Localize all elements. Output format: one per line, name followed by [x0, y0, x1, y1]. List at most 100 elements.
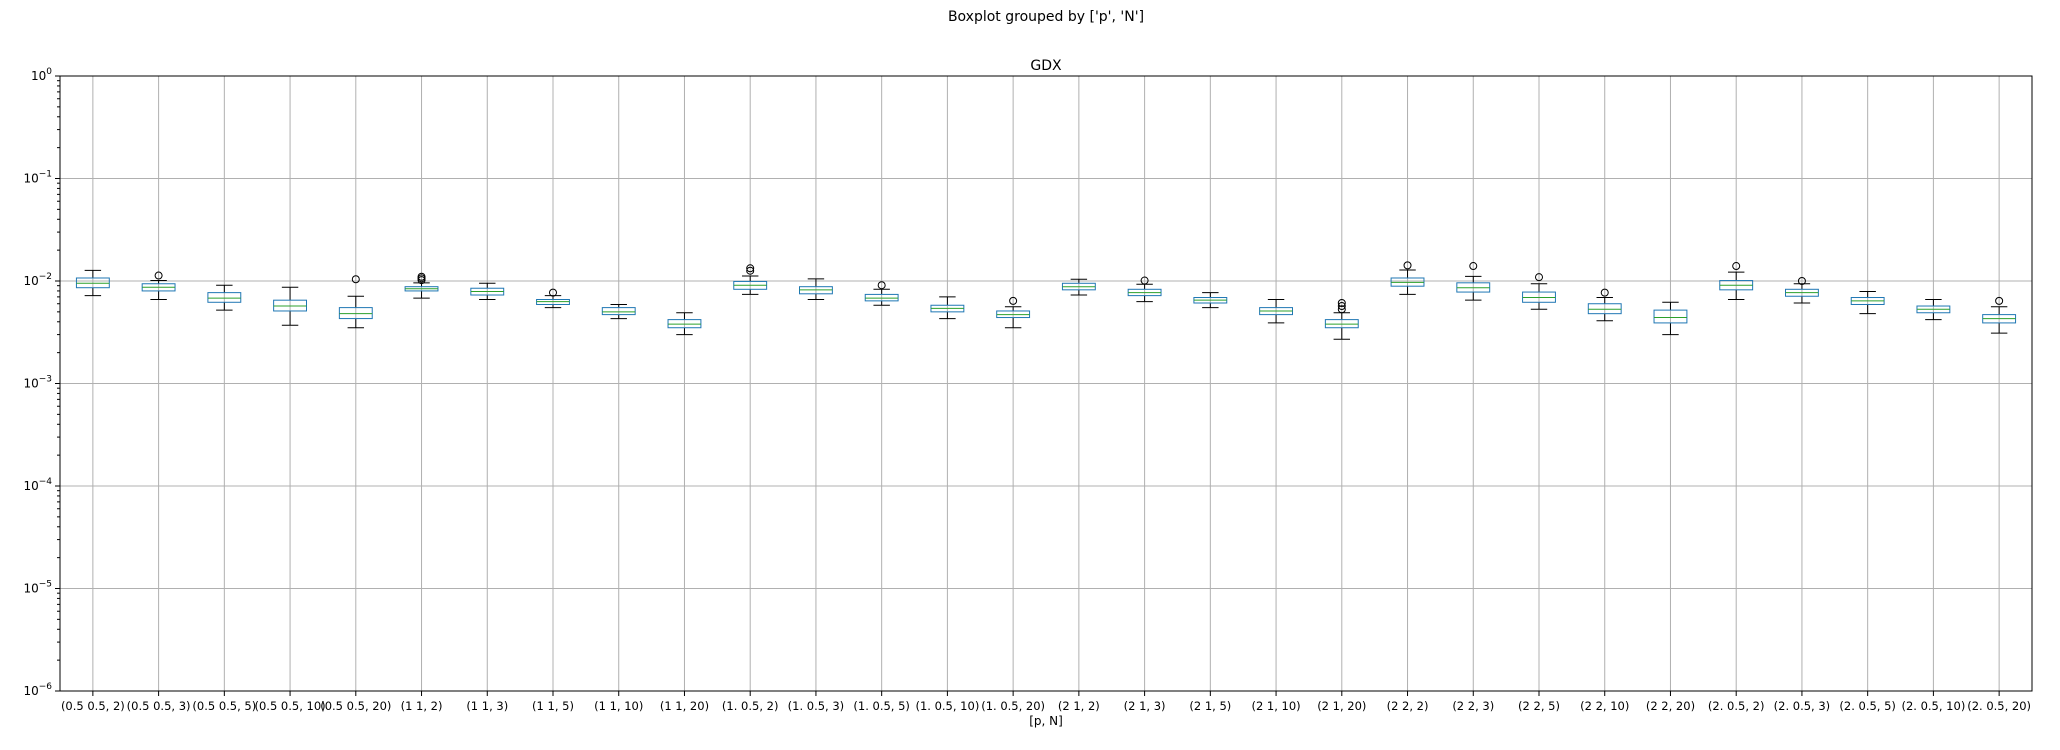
x-tick-label: (1. 0.5, 3) — [788, 699, 845, 713]
box-group — [404, 272, 439, 299]
box-group — [1324, 299, 1359, 340]
flier-point — [417, 272, 426, 281]
box-iqr — [601, 307, 636, 316]
x-tick-label: (0.5 0.5, 10) — [254, 699, 325, 713]
box-group — [1587, 288, 1622, 322]
box-group — [1916, 298, 1951, 321]
x-tick-label: (0.5 0.5, 20) — [320, 699, 391, 713]
box-group — [1850, 290, 1885, 315]
x-tick-label: (1. 0.5, 2) — [722, 699, 779, 713]
x-tick-label: (2. 0.5, 2) — [1708, 699, 1765, 713]
flier-point — [1337, 302, 1346, 311]
y-tick-label: 10−6 — [23, 682, 52, 698]
x-tick-label: (1 1, 2) — [401, 699, 443, 713]
y-axis-ticks: 100 10−1 10−2 10−3 10−4 10−5 10−6 — [23, 67, 60, 698]
flier-point — [1009, 296, 1018, 305]
box-group — [667, 312, 702, 336]
x-tick-label: (1. 0.5, 20) — [981, 699, 1045, 713]
flier-point — [154, 271, 163, 280]
box-group — [338, 275, 373, 329]
x-tick-label: (1. 0.5, 10) — [915, 699, 979, 713]
flier-point — [549, 288, 557, 297]
x-tick-label: (0.5 0.5, 2) — [61, 699, 125, 713]
box-group — [1982, 296, 2017, 334]
box-iqr — [338, 307, 373, 320]
x-tick-label: (1 1, 20) — [660, 699, 709, 713]
x-axis-ticks: (0.5 0.5, 2) (0.5 0.5, 3) (0.5 0.5, 5)(0.5… — [61, 691, 2031, 713]
x-tick-label: (2 2, 3) — [1452, 699, 1494, 713]
box-iqr — [864, 293, 899, 302]
box-group — [733, 264, 768, 295]
x-tick-label: (2. 0.5, 20) — [1967, 699, 2031, 713]
box-group — [601, 303, 636, 320]
y-tick-label: 100 — [31, 67, 52, 83]
flier-point — [1600, 288, 1609, 297]
box-group — [1390, 261, 1425, 295]
box-group — [1653, 301, 1688, 336]
y-tick-label: 10−2 — [23, 272, 52, 288]
box-group — [273, 286, 307, 326]
box-group — [1061, 278, 1096, 296]
box-group — [1785, 277, 1819, 304]
x-tick-label: (2. 0.5, 10) — [1901, 699, 1965, 713]
x-tick-label: (0.5 0.5, 5) — [192, 699, 256, 713]
box-group — [996, 296, 1031, 329]
flier-point — [1403, 261, 1412, 270]
box-group — [75, 269, 110, 297]
x-tick-label: (0.5 0.5, 3) — [127, 699, 191, 713]
x-tick-label: (1 1, 3) — [466, 699, 508, 713]
box-group — [864, 281, 899, 306]
box-group — [1456, 262, 1491, 301]
x-axis-label: [p, N] — [1029, 714, 1063, 728]
flier-point — [1732, 262, 1741, 271]
box-group — [1719, 262, 1754, 300]
y-tick-label: 10−4 — [23, 477, 52, 493]
flier-point — [1469, 262, 1478, 271]
axes-title: GDX — [1030, 58, 1062, 74]
x-tick-label: (2 2, 5) — [1518, 699, 1560, 713]
box-iqr — [207, 292, 242, 303]
box-group — [1193, 292, 1228, 309]
x-tick-label: (1 1, 5) — [532, 699, 574, 713]
flier-point — [877, 281, 886, 290]
grid-lines — [60, 75, 2032, 692]
box-group — [141, 271, 176, 300]
y-tick-label: 10−5 — [23, 580, 52, 596]
box-group — [1522, 273, 1556, 310]
x-tick-label: (2 1, 2) — [1058, 699, 1100, 713]
box-group — [536, 288, 570, 309]
flier-point — [746, 266, 755, 275]
box-group — [1127, 276, 1162, 303]
x-tick-label: (2 2, 20) — [1646, 699, 1695, 713]
boxes-layer — [75, 261, 2017, 340]
figure-suptitle: Boxplot grouped by ['p', 'N'] — [948, 9, 1144, 25]
flier-point — [1337, 299, 1346, 308]
x-tick-label: (1 1, 10) — [594, 699, 643, 713]
x-tick-label: (2 1, 3) — [1124, 699, 1166, 713]
y-tick-label: 10−1 — [23, 170, 52, 186]
flier-point — [1535, 273, 1543, 282]
y-tick-label: 10−3 — [23, 375, 52, 391]
x-tick-label: (2 1, 5) — [1189, 699, 1231, 713]
x-tick-label: (1. 0.5, 5) — [853, 699, 910, 713]
box-iqr — [1653, 309, 1688, 324]
x-tick-label: (2 1, 20) — [1317, 699, 1366, 713]
x-tick-label: (2. 0.5, 3) — [1774, 699, 1831, 713]
box-group — [1259, 298, 1293, 324]
flier-point — [746, 264, 755, 273]
flier-point — [1797, 277, 1806, 285]
box-iqr — [1587, 303, 1622, 315]
box-group — [470, 282, 505, 300]
x-tick-label: (2 2, 10) — [1580, 699, 1629, 713]
flier-point — [1995, 296, 2004, 305]
flier-point — [1140, 276, 1149, 285]
box-group — [207, 284, 242, 311]
flier-point — [351, 275, 360, 284]
box-group — [930, 296, 965, 320]
flier-point — [1337, 305, 1346, 314]
x-tick-label: (2. 0.5, 5) — [1839, 699, 1896, 713]
x-tick-label: (2 1, 10) — [1251, 699, 1300, 713]
box-group — [799, 278, 833, 300]
x-tick-label: (2 2, 2) — [1387, 699, 1429, 713]
